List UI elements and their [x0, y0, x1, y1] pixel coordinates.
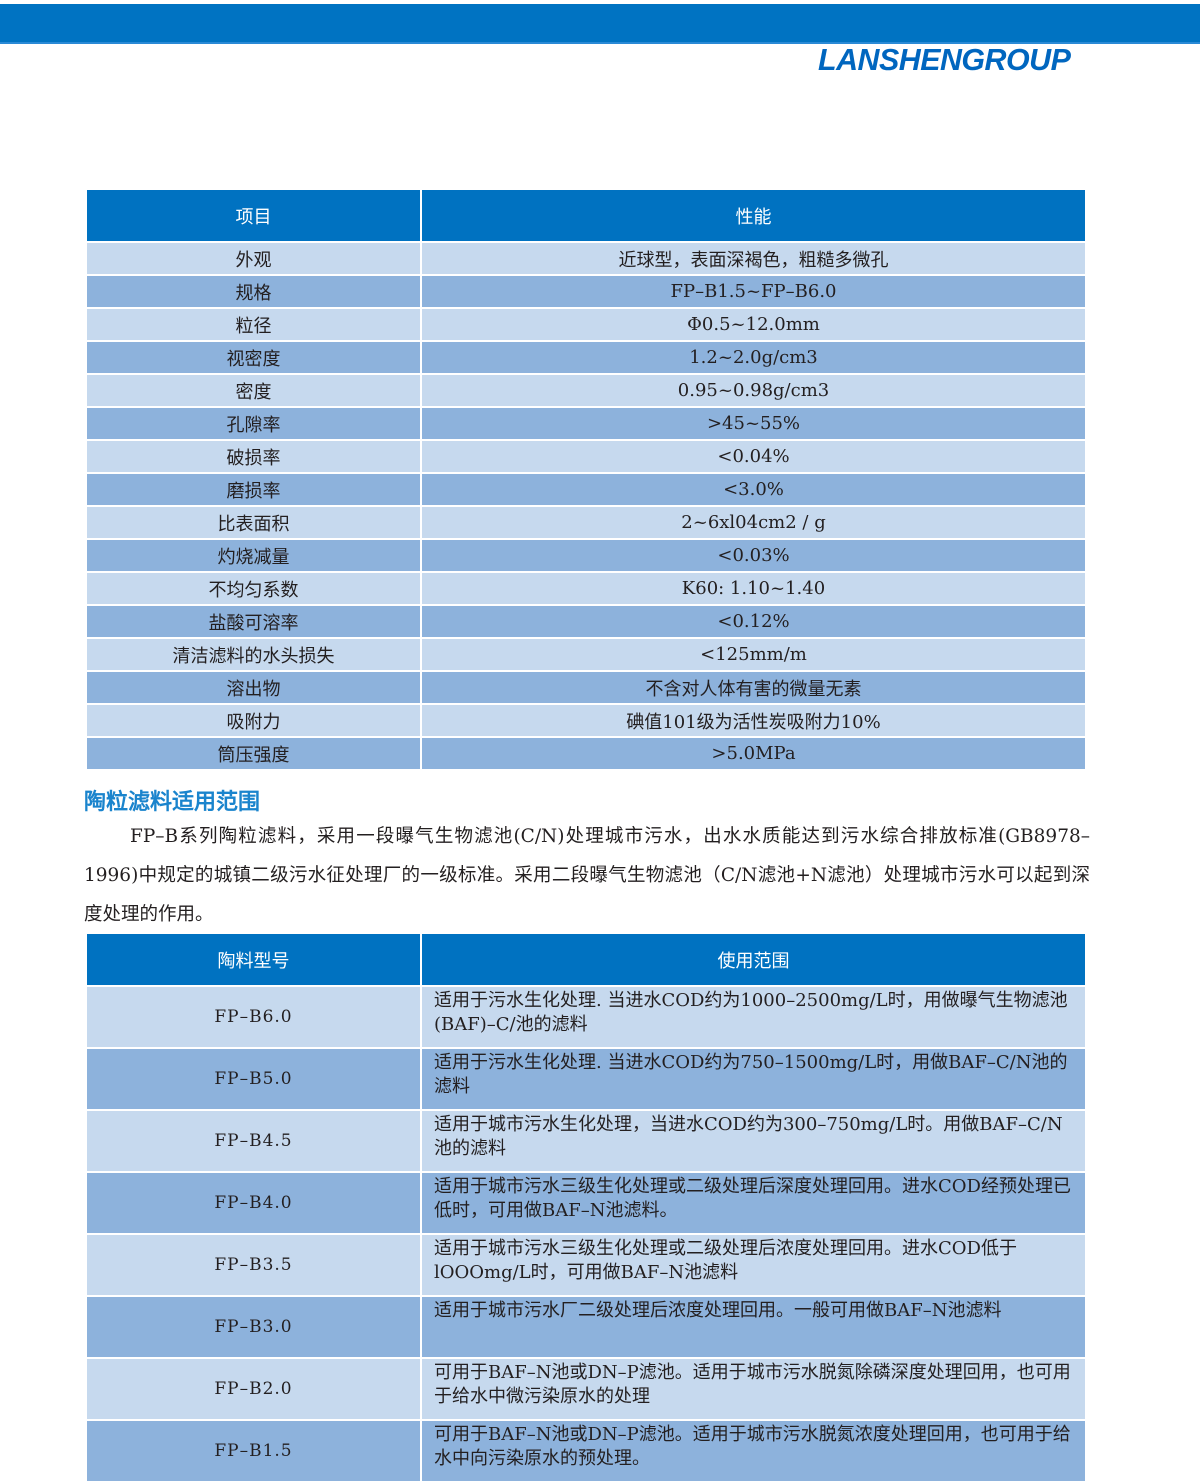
table-row: 不均匀系数 K60: 1.10~1.40 [85, 571, 1087, 606]
table-row: 筒压强度 >5.0MPa [85, 736, 1087, 771]
table-row: 孔隙率 >45~55% [85, 406, 1087, 441]
row-label-cell: FP–B1.5 [85, 1419, 422, 1483]
row-value-cell: 可用于BAF–N池或DN–P滤池。适用于城市污水脱氮浓度处理回用，也可用于给水中… [420, 1419, 1087, 1483]
usage-header-row: 陶料型号 使用范围 [85, 932, 1087, 987]
row-label-cell: FP–B3.5 [85, 1233, 422, 1297]
row-label-cell: 磨损率 [85, 472, 422, 507]
table-row: 规格 FP–B1.5~FP–B6.0 [85, 274, 1087, 309]
row-value-cell: 1.2~2.0g/cm3 [420, 340, 1087, 375]
header-performance: 性能 [420, 188, 1087, 243]
row-value-cell: 适用于城市污水生化处理，当进水COD约为300–750mg/L时。用做BAF–C… [420, 1109, 1087, 1173]
table-row: 灼烧减量 <0.03% [85, 538, 1087, 573]
row-label-cell: 溶出物 [85, 670, 422, 705]
table-row: 粒径 Φ0.5~12.0mm [85, 307, 1087, 342]
row-label-cell: 吸附力 [85, 703, 422, 738]
row-label-cell: FP–B5.0 [85, 1047, 422, 1111]
brand-logo: LANSHENGROUP [818, 42, 1071, 77]
row-value-cell: 不含对人体有害的微量无素 [420, 670, 1087, 705]
table-row: 吸附力 碘值101级为活性炭吸附力10% [85, 703, 1087, 738]
row-value-cell: <0.03% [420, 538, 1087, 573]
row-label-cell: 外观 [85, 241, 422, 276]
row-label-cell: 灼烧减量 [85, 538, 422, 573]
row-label-cell: FP–B6.0 [85, 985, 422, 1049]
header-item: 项目 [85, 188, 422, 243]
row-label-cell: 规格 [85, 274, 422, 309]
table-row: FP–B2.0 可用于BAF–N池或DN–P滤池。适用于城市污水脱氮除磷深度处理回… [85, 1357, 1087, 1421]
table-row: 盐酸可溶率 <0.12% [85, 604, 1087, 639]
table-row: FP–B4.5 适用于城市污水生化处理，当进水COD约为300–750mg/L时。… [85, 1109, 1087, 1173]
row-value-cell: 适用于污水生化处理. 当进水COD约为750–1500mg/L时，用做BAF–C… [420, 1047, 1087, 1111]
row-label-cell: 不均匀系数 [85, 571, 422, 606]
table-row: 密度 0.95~0.98g/cm3 [85, 373, 1087, 408]
row-label-cell: 密度 [85, 373, 422, 408]
row-value-cell: <3.0% [420, 472, 1087, 507]
row-value-cell: 适用于城市污水三级生化处理或二级处理后深度处理回用。进水COD经预处理已低时，可… [420, 1171, 1087, 1235]
specs-header-row: 项目 性能 [85, 188, 1087, 243]
table-row: 外观 近球型，表面深褐色，粗糙多微孔 [85, 241, 1087, 276]
table-row: FP–B1.5 可用于BAF–N池或DN–P滤池。适用于城市污水脱氮浓度处理回用，… [85, 1419, 1087, 1483]
row-value-cell: >5.0MPa [420, 736, 1087, 771]
header-model: 陶料型号 [85, 932, 422, 987]
row-value-cell: 适用于城市污水三级生化处理或二级处理后浓度处理回用。进水COD低于lOOOmg/… [420, 1233, 1087, 1297]
section-paragraph: FP–B系列陶粒滤料，采用一段曝气生物滤池(C/N)处理城市污水，出水水质能达到… [84, 826, 1090, 925]
row-value-cell: >45~55% [420, 406, 1087, 441]
specs-table: 项目 性能 外观 近球型，表面深褐色，粗糙多微孔 规格 FP–B1.5~FP–B6.0… [85, 188, 1087, 771]
table-row: 磨损率 <3.0% [85, 472, 1087, 507]
row-label-cell: 比表面积 [85, 505, 422, 540]
table-row: 溶出物 不含对人体有害的微量无素 [85, 670, 1087, 705]
row-value-cell: <125mm/m [420, 637, 1087, 672]
row-value-cell: 碘值101级为活性炭吸附力10% [420, 703, 1087, 738]
table-row: FP–B3.5 适用于城市污水三级生化处理或二级处理后浓度处理回用。进水COD低于… [85, 1233, 1087, 1297]
row-value-cell: 2~6xl04cm2 / g [420, 505, 1087, 540]
usage-table: 陶料型号 使用范围 FP–B6.0 适用于污水生化处理. 当进水COD约为1000… [85, 932, 1087, 1483]
row-value-cell: <0.04% [420, 439, 1087, 474]
row-value-cell: FP–B1.5~FP–B6.0 [420, 274, 1087, 309]
row-label-cell: 破损率 [85, 439, 422, 474]
row-label-cell: FP–B4.5 [85, 1109, 422, 1173]
row-label-cell: 粒径 [85, 307, 422, 342]
row-value-cell: Φ0.5~12.0mm [420, 307, 1087, 342]
row-value-cell: 适用于污水生化处理. 当进水COD约为1000–2500mg/L时，用做曝气生物… [420, 985, 1087, 1049]
row-label-cell: 筒压强度 [85, 736, 422, 771]
row-label-cell: FP–B3.0 [85, 1295, 422, 1359]
table-row: 破损率 <0.04% [85, 439, 1087, 474]
row-label-cell: 清洁滤料的水头损失 [85, 637, 422, 672]
table-row: FP–B6.0 适用于污水生化处理. 当进水COD约为1000–2500mg/L时… [85, 985, 1087, 1049]
table-row: 比表面积 2~6xl04cm2 / g [85, 505, 1087, 540]
header-usage: 使用范围 [420, 932, 1087, 987]
row-label-cell: 盐酸可溶率 [85, 604, 422, 639]
row-value-cell: K60: 1.10~1.40 [420, 571, 1087, 606]
table-row: FP–B4.0 适用于城市污水三级生化处理或二级处理后深度处理回用。进水COD经预… [85, 1171, 1087, 1235]
section-title: 陶粒滤料适用范围 [84, 790, 261, 815]
table-row: 视密度 1.2~2.0g/cm3 [85, 340, 1087, 375]
row-value-cell: 0.95~0.98g/cm3 [420, 373, 1087, 408]
row-value-cell: <0.12% [420, 604, 1087, 639]
row-label-cell: FP–B4.0 [85, 1171, 422, 1235]
table-row: 清洁滤料的水头损失 <125mm/m [85, 637, 1087, 672]
table-row: FP–B3.0 适用于城市污水厂二级处理后浓度处理回用。一般可用做BAF–N池滤料 [85, 1295, 1087, 1359]
row-label-cell: 视密度 [85, 340, 422, 375]
row-label-cell: 孔隙率 [85, 406, 422, 441]
table-row: FP–B5.0 适用于污水生化处理. 当进水COD约为750–1500mg/L时，… [85, 1047, 1087, 1111]
row-label-cell: FP–B2.0 [85, 1357, 422, 1421]
row-value-cell: 适用于城市污水厂二级处理后浓度处理回用。一般可用做BAF–N池滤料 [420, 1295, 1087, 1359]
row-value-cell: 近球型，表面深褐色，粗糙多微孔 [420, 241, 1087, 276]
top-banner [0, 4, 1200, 44]
row-value-cell: 可用于BAF–N池或DN–P滤池。适用于城市污水脱氮除磷深度处理回用，也可用于给… [420, 1357, 1087, 1421]
